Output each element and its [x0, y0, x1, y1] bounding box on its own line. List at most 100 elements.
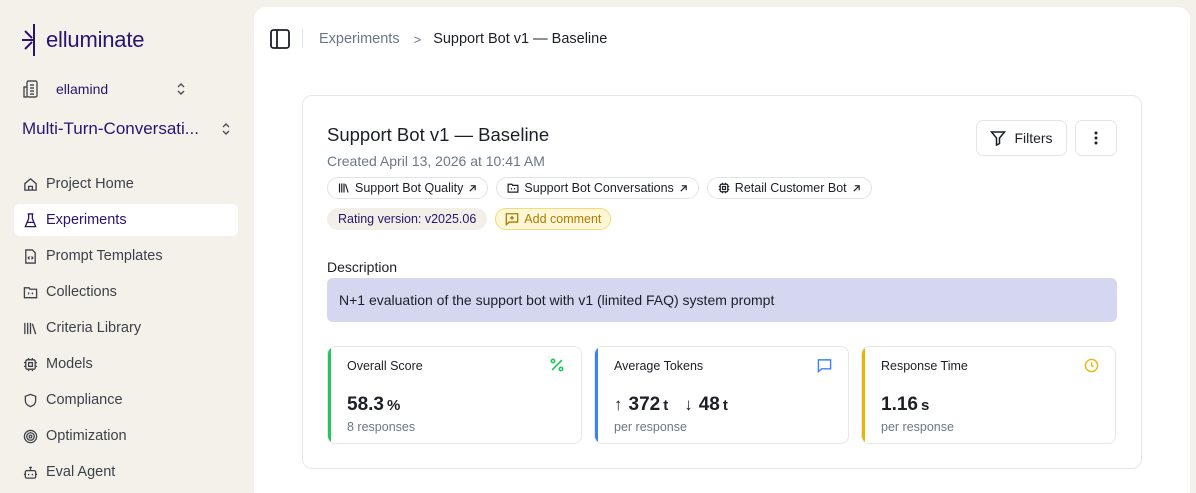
collection-link-chip[interactable]: Support Bot Conversations: [496, 177, 699, 199]
target-icon: [22, 428, 38, 444]
topbar-divider: [302, 30, 303, 48]
sidebar-item-experiments[interactable]: Experiments: [14, 204, 238, 236]
sidebar-item-label: Criteria Library: [46, 320, 142, 336]
metric-label: Average Tokens: [614, 359, 704, 373]
average-tokens-card: Average Tokens ↑ 372 t ↓ 48 t per respon…: [594, 346, 849, 444]
metric-subtext: 8 responses: [347, 420, 416, 434]
percent-icon: [549, 357, 565, 373]
meta-row: Rating version: v2025.06 Add comment: [327, 208, 612, 230]
metric-value: 58.3 %: [347, 394, 400, 416]
sidebar-item-label: Eval Agent: [46, 464, 116, 480]
chip-label: Retail Customer Bot: [734, 181, 847, 195]
flask-icon: [22, 212, 38, 228]
tokens-unit: t: [663, 397, 669, 414]
chip-label: Support Bot Conversations: [524, 181, 674, 195]
model-link-chip[interactable]: Retail Customer Bot: [706, 177, 872, 199]
experiment-title: Support Bot v1 — Baseline: [327, 124, 550, 145]
add-comment-label: Add comment: [524, 212, 602, 226]
metric-value: ↑ 372 t ↓ 48 t: [614, 394, 728, 416]
sidebar-item-project-home[interactable]: Project Home: [14, 168, 238, 200]
sidebar-item-label: Models: [46, 356, 93, 372]
org-switcher[interactable]: ellamind: [22, 78, 187, 100]
metric-subtext: per response: [881, 420, 954, 434]
file-code-icon: [22, 248, 38, 264]
rating-version-badge: Rating version: v2025.06: [327, 208, 488, 230]
sidebar-item-compliance[interactable]: Compliance: [14, 384, 238, 416]
sidebar-item-models[interactable]: Models: [14, 348, 238, 380]
org-name: ellamind: [56, 81, 109, 97]
more-options-button[interactable]: [1075, 120, 1117, 156]
message-plus-icon: [505, 213, 519, 226]
chevrons-up-down-icon: [222, 123, 230, 135]
filters-label: Filters: [1014, 130, 1053, 146]
external-link-icon: [469, 184, 477, 192]
response-time-unit: s: [920, 397, 930, 414]
metric-label: Overall Score: [347, 359, 423, 373]
add-comment-button[interactable]: Add comment: [495, 208, 612, 230]
topbar: Experiments > Support Bot v1 — Baseline: [270, 28, 607, 50]
tokens-unit: t: [722, 397, 728, 414]
sidebar-item-collections[interactable]: Collections: [14, 276, 238, 308]
shield-icon: [22, 392, 38, 408]
sidebar-item-criteria-library[interactable]: Criteria Library: [14, 312, 238, 344]
metric-label: Response Time: [881, 359, 968, 373]
sidebar-item-label: Experiments: [46, 212, 127, 228]
brand-name: elluminate: [46, 27, 145, 52]
logo[interactable]: elluminate: [22, 23, 144, 57]
breadcrumb: Experiments > Support Bot v1 — Baseline: [319, 31, 607, 47]
arrow-down-icon: ↓: [684, 395, 693, 414]
experiment-card: Support Bot v1 — Baseline Created April …: [302, 95, 1142, 469]
overall-score-value: 58.3: [347, 394, 384, 415]
linked-resources: Support Bot Quality Support Bot Conversa…: [327, 177, 872, 199]
breadcrumb-experiments-link[interactable]: Experiments: [319, 31, 400, 47]
folder-icon: [507, 183, 519, 193]
sidebar-item-label: Collections: [46, 284, 117, 300]
sidebar-item-label: Optimization: [46, 428, 127, 444]
main-panel: Experiments > Support Bot v1 — Baseline …: [254, 7, 1190, 493]
external-link-icon: [853, 184, 860, 192]
external-link-icon: [680, 184, 687, 192]
sidebar-item-label: Compliance: [46, 392, 123, 408]
metrics-row: Overall Score 58.3 % 8 responses Average…: [327, 346, 1116, 444]
metric-value: 1.16 s: [881, 394, 929, 416]
message-square-icon: [816, 357, 832, 373]
chevron-right-icon: >: [413, 31, 422, 47]
elluminate-logo-icon: [22, 24, 35, 56]
sidebar-toggle-icon[interactable]: [270, 29, 290, 49]
created-timestamp: Created April 13, 2026 at 10:41 AM: [327, 153, 545, 169]
sidebar-nav: Project Home Experiments Prompt Template…: [14, 168, 238, 492]
response-time-card: Response Time 1.16 s per response: [861, 346, 1116, 444]
more-vertical-icon: [1094, 131, 1098, 145]
metric-subtext: per response: [614, 420, 687, 434]
cpu-icon: [22, 356, 38, 372]
bot-icon: [22, 464, 38, 480]
output-tokens-value: 48: [698, 394, 720, 415]
sidebar-item-eval-agent[interactable]: Eval Agent: [14, 456, 238, 488]
filters-button[interactable]: Filters: [976, 120, 1067, 156]
overall-score-unit: %: [386, 397, 401, 414]
description-label: Description: [327, 259, 398, 275]
arrow-up-icon: ↑: [614, 395, 623, 414]
breadcrumb-current: Support Bot v1 — Baseline: [433, 31, 608, 47]
chip-label: Support Bot Quality: [355, 181, 464, 195]
project-switcher[interactable]: Multi-Turn-Conversati...: [22, 117, 232, 141]
cpu-icon: [718, 182, 730, 194]
filter-icon: [990, 131, 1007, 146]
overall-score-card: Overall Score 58.3 % 8 responses: [327, 346, 582, 444]
criteria-link-chip[interactable]: Support Bot Quality: [327, 177, 489, 199]
library-icon: [338, 183, 349, 193]
project-name: Multi-Turn-Conversati...: [22, 119, 199, 138]
sidebar-item-optimization[interactable]: Optimization: [14, 420, 238, 452]
sidebar-item-label: Prompt Templates: [46, 248, 163, 264]
description-text: N+1 evaluation of the support bot with v…: [327, 278, 1117, 322]
response-time-value: 1.16: [881, 394, 918, 415]
folder-icon: [22, 284, 38, 300]
chevrons-up-down-icon: [177, 83, 185, 95]
sidebar: elluminate ellamind Multi-Turn-Conversat…: [0, 0, 254, 493]
clock-icon: [1083, 357, 1099, 373]
home-icon: [22, 176, 38, 192]
experiment-actions: Filters: [976, 120, 1117, 156]
building-icon: [23, 80, 38, 98]
sidebar-item-label: Project Home: [46, 176, 134, 192]
sidebar-item-prompt-templates[interactable]: Prompt Templates: [14, 240, 238, 272]
